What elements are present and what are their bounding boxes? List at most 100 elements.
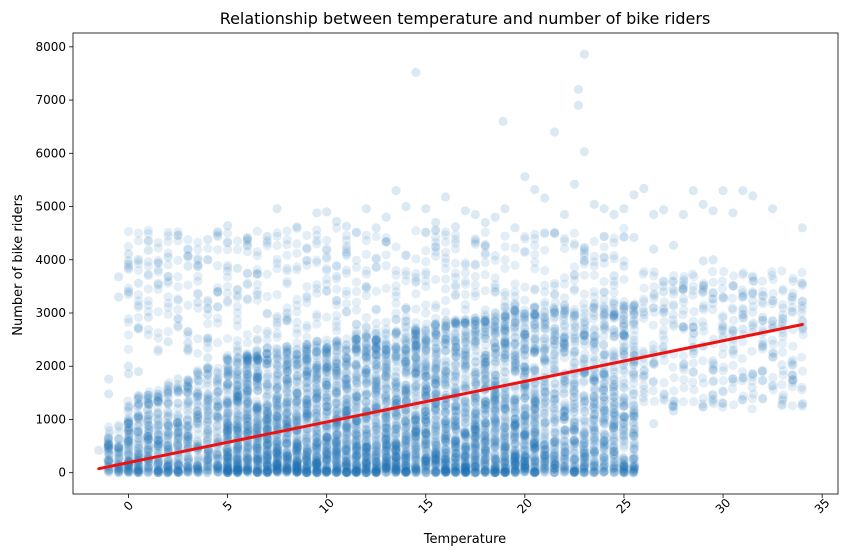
scatter-point [401, 346, 410, 355]
scatter-point [233, 444, 242, 453]
scatter-point [273, 241, 282, 250]
scatter-point [352, 228, 361, 237]
scatter-point [173, 272, 182, 281]
scatter-point [362, 436, 371, 445]
scatter-point [163, 407, 172, 416]
scatter-point [323, 433, 332, 442]
scatter-point [223, 408, 232, 417]
scatter-point [144, 284, 153, 293]
scatter-point [411, 273, 420, 282]
scatter-point [312, 258, 321, 267]
scatter-point [282, 266, 291, 275]
scatter-point [421, 336, 430, 345]
scatter-point [491, 322, 500, 331]
scatter-point [332, 300, 341, 309]
scatter-point [431, 252, 440, 261]
scatter-point [401, 305, 410, 314]
scatter-point [134, 290, 143, 299]
scatter-point [362, 231, 371, 240]
scatter-point [164, 299, 173, 308]
scatter-point [144, 463, 153, 472]
scatter-point [213, 302, 222, 311]
scatter-point [282, 226, 291, 235]
scatter-point [461, 319, 470, 328]
scatter-point [491, 466, 500, 475]
scatter-point [451, 329, 460, 338]
scatter-point [302, 343, 311, 352]
scatter-point [342, 286, 351, 295]
scatter-point [391, 242, 400, 251]
scatter-point [401, 454, 410, 463]
scatter-point [124, 227, 133, 236]
scatter-point [243, 338, 252, 347]
scatter-point [144, 226, 153, 235]
scatter-point [470, 462, 479, 471]
scatter-point [173, 236, 182, 245]
scatter-point [154, 256, 163, 265]
scatter-point [312, 386, 321, 395]
scatter-point [214, 413, 223, 422]
scatter-point [352, 392, 361, 401]
scatter-point [223, 464, 232, 473]
scatter-point [263, 390, 272, 399]
scatter-point [302, 456, 311, 465]
scatter-point [481, 377, 490, 386]
scatter-point [302, 256, 311, 265]
scatter-point [490, 407, 499, 416]
scatter-point [243, 396, 252, 405]
scatter-point [491, 312, 500, 321]
scatter-point [431, 326, 440, 335]
scatter-point [203, 429, 212, 438]
scatter-point [401, 270, 410, 279]
scatter-point [203, 319, 212, 328]
scatter-point [173, 305, 182, 314]
scatter-point [371, 418, 380, 427]
scatter-point [421, 276, 430, 285]
scatter-point [302, 282, 311, 291]
scatter-point [144, 421, 153, 430]
scatter-point [193, 374, 202, 383]
scatter-point [282, 397, 291, 406]
scatter-point [490, 428, 499, 437]
scatter-point [124, 330, 133, 339]
scatter-point [273, 401, 282, 410]
scatter-point [243, 294, 252, 303]
scatter-point [292, 350, 301, 359]
scatter-point [144, 270, 153, 279]
scatter-point [173, 314, 182, 323]
scatter-point [133, 394, 142, 403]
scatter-point [183, 327, 192, 336]
scatter-point [154, 307, 163, 316]
scatter-point [253, 251, 262, 260]
scatter-point [193, 289, 202, 298]
scatter-point [262, 422, 271, 431]
scatter-point [470, 431, 479, 440]
scatter-point [243, 385, 252, 394]
scatter-point [431, 303, 440, 312]
scatter-point [460, 430, 469, 439]
scatter-point [441, 355, 450, 364]
scatter-point [441, 227, 450, 236]
scatter-point [471, 315, 480, 324]
scatter-point [332, 444, 341, 453]
scatter-point [174, 455, 183, 464]
scatter-point [234, 460, 243, 469]
scatter-point [193, 238, 202, 247]
scatter-point [392, 383, 401, 392]
scatter-point [332, 272, 341, 281]
scatter-point [481, 228, 490, 237]
scatter-point [471, 368, 480, 377]
scatter-point [282, 251, 291, 260]
scatter-point [352, 256, 361, 265]
scatter-point [352, 277, 361, 286]
scatter-point [302, 321, 311, 330]
scatter-point [382, 412, 391, 421]
scatter-point [273, 361, 282, 370]
scatter-point [342, 345, 351, 354]
scatter-point [491, 353, 500, 362]
scatter-point [233, 291, 242, 300]
scatter-point [392, 453, 401, 462]
scatter-point [242, 421, 251, 430]
scatter-point [371, 380, 380, 389]
